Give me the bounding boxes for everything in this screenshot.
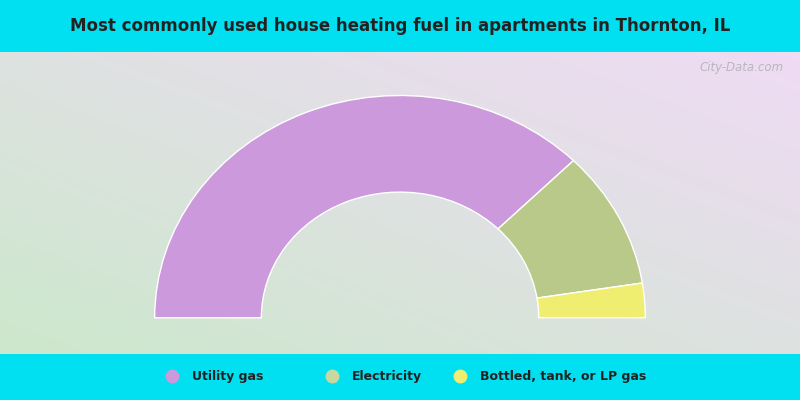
Wedge shape (154, 96, 574, 318)
Wedge shape (537, 283, 646, 318)
Text: Most commonly used house heating fuel in apartments in Thornton, IL: Most commonly used house heating fuel in… (70, 17, 730, 35)
Wedge shape (498, 160, 642, 298)
Text: Utility gas: Utility gas (192, 370, 263, 382)
Text: Bottled, tank, or LP gas: Bottled, tank, or LP gas (480, 370, 646, 382)
Text: City-Data.com: City-Data.com (700, 61, 784, 74)
Text: Electricity: Electricity (352, 370, 422, 382)
